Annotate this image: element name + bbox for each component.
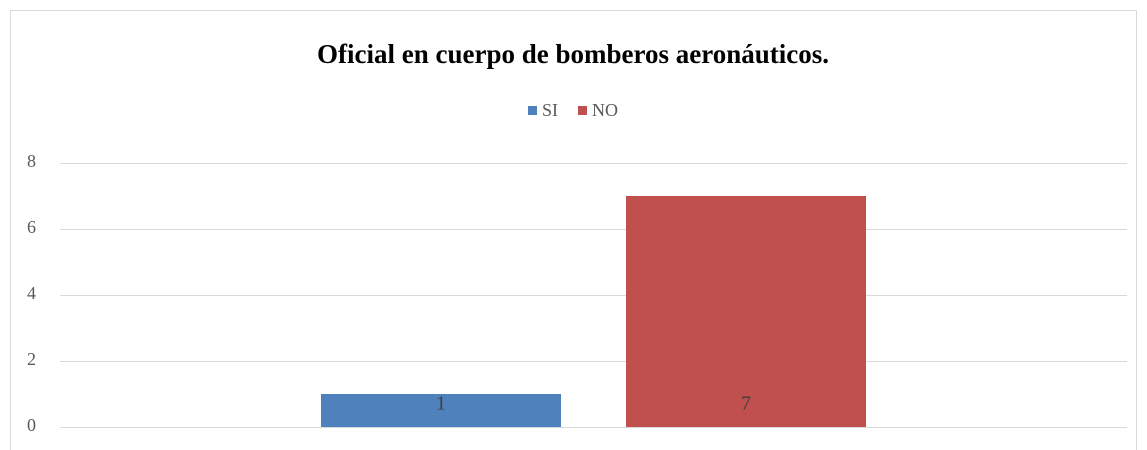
bar	[626, 196, 866, 427]
y-tick-label: 8	[27, 151, 36, 171]
legend-swatch	[578, 106, 587, 115]
chart-title: Oficial en cuerpo de bomberos aeronáutic…	[317, 39, 829, 69]
legend-label: SI	[542, 100, 558, 120]
data-label: 1	[436, 393, 446, 415]
bar	[321, 394, 561, 427]
legend-label: NO	[592, 100, 618, 120]
chart-frame	[10, 10, 1137, 450]
y-tick-label: 6	[27, 217, 36, 237]
y-tick-label: 0	[27, 415, 36, 435]
data-label: 7	[741, 393, 751, 415]
legend-swatch	[528, 106, 537, 115]
y-tick-label: 2	[27, 349, 36, 369]
y-tick-label: 4	[27, 283, 36, 303]
